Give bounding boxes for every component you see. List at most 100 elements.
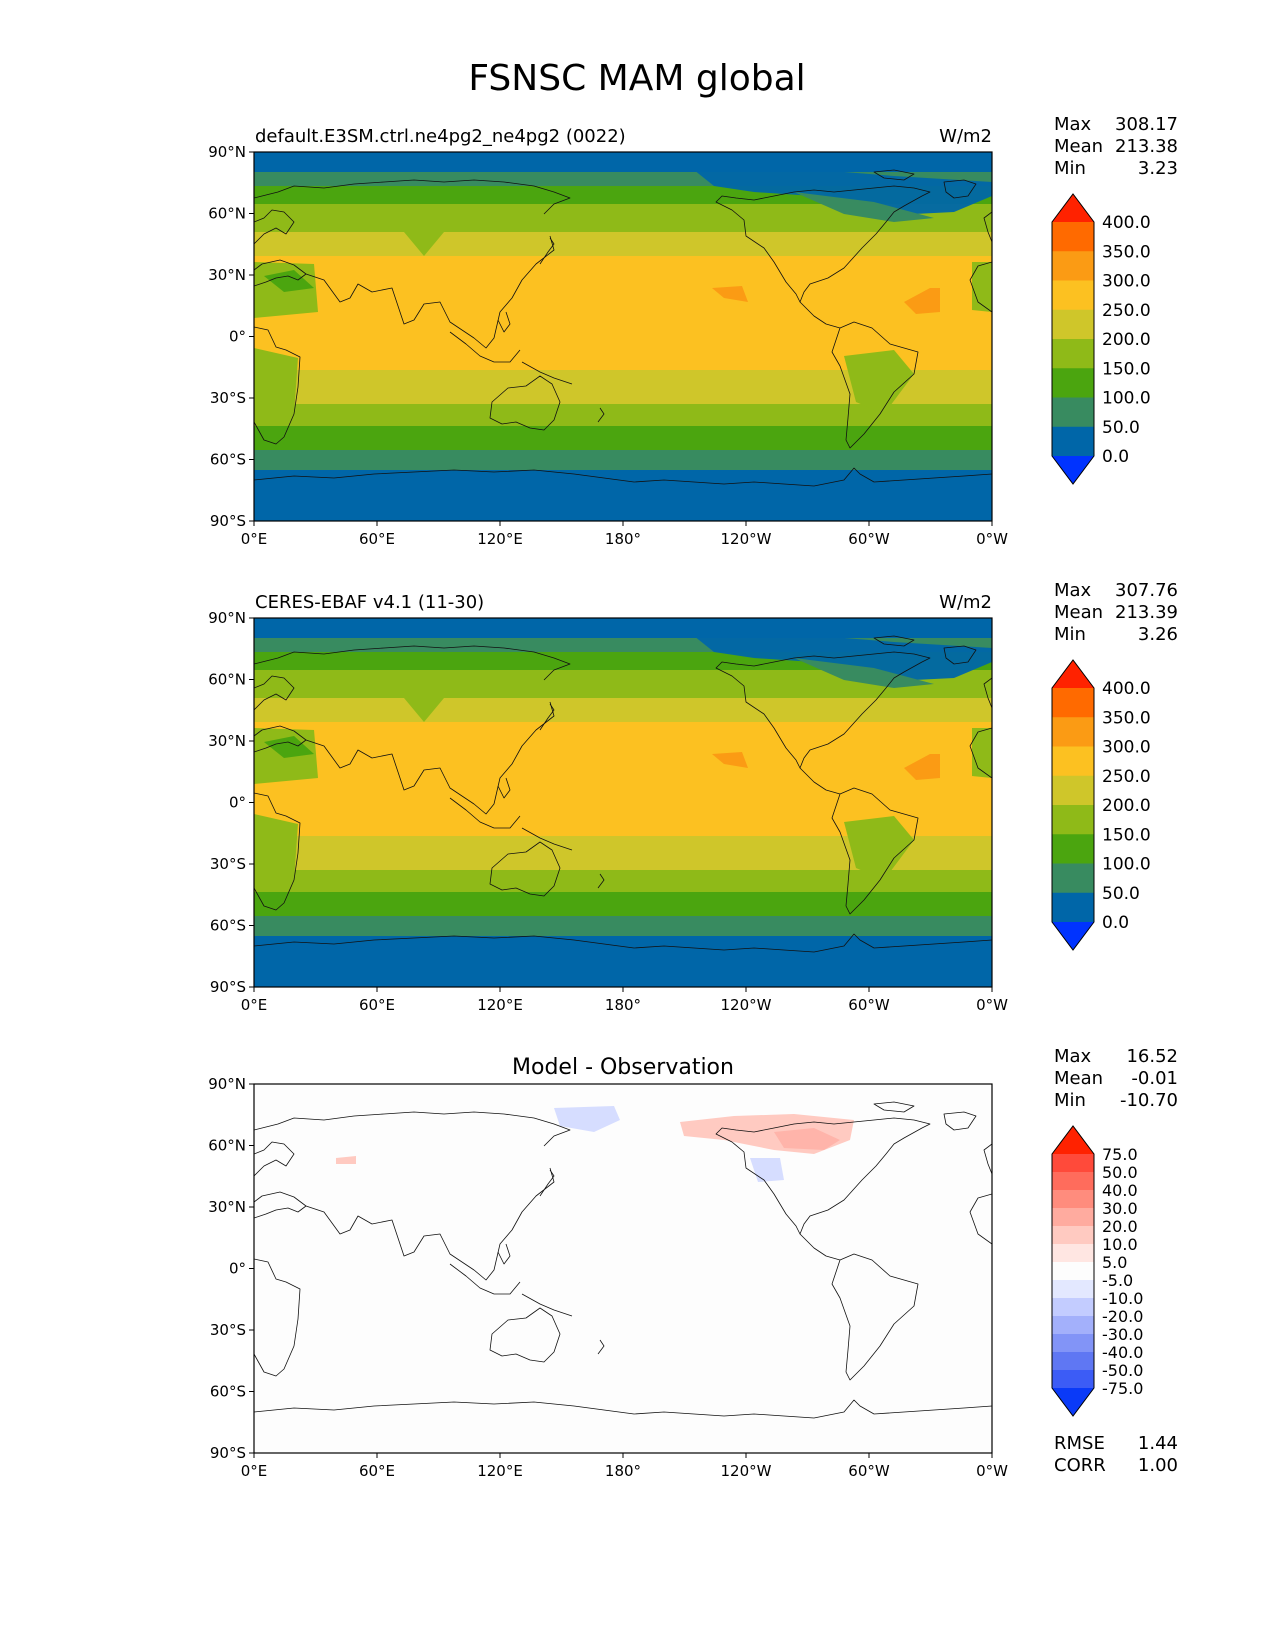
colorbar-segment [1052,1262,1094,1281]
colorbar-tick-label: 400.0 [1102,213,1151,233]
lon-tick-label: 60°E [359,996,395,1014]
stat-label: Min [1054,624,1086,645]
field-patch [712,752,748,768]
colorbar-tick-label: 100.0 [1102,389,1151,409]
lon-tick-label: 0°E [241,996,268,1014]
field-band [254,426,992,452]
colorbar-segment [1052,863,1094,894]
lat-tick-label: 60°S [210,451,246,469]
colorbar-outline [1051,193,1095,485]
field-patch [794,658,934,688]
colorbar-tick-label: 10.0 [1102,1235,1138,1254]
colorbar-segment [1052,834,1094,864]
colorbar-segment [1052,280,1094,311]
colorbar-tick-label: 350.0 [1102,242,1151,262]
field-patch [794,192,934,222]
metric-label: RMSE [1054,1433,1105,1454]
colorbar-tick-label: -20.0 [1102,1307,1143,1326]
colorbar-tick-label: 75.0 [1102,1145,1138,1164]
stat-label: Min [1054,1090,1086,1111]
lat-tick-label: 60°N [208,205,246,223]
panel-title: default.E3SM.ctrl.ne4pg2_ne4pg2 (0022) [255,126,626,147]
field-patch [904,754,940,780]
colorbar-tick-label: -10.0 [1102,1289,1143,1308]
lon-tick-label: 60°W [848,996,890,1014]
lat-tick-label: 90°S [210,978,246,996]
colorbar-segment [1052,892,1094,923]
field-band [254,1084,992,1453]
lon-tick-label: 60°W [848,1462,890,1480]
stat-value: 213.39 [1115,602,1178,623]
units-label: W/m2 [939,126,992,147]
colorbar-tick-label: -30.0 [1102,1325,1143,1344]
lat-tick-label: 90°N [208,143,246,161]
stat-value: -10.70 [1120,1090,1178,1111]
field-band [254,892,992,918]
lon-tick-label: 0°W [976,1462,1008,1480]
lon-tick-label: 120°E [477,1462,523,1480]
colorbar-extend-min [1052,922,1094,950]
lon-tick-label: 0°W [976,996,1008,1014]
field-band [254,232,992,258]
colorbar-segment [1052,1370,1094,1389]
lon-tick-label: 60°W [848,530,890,548]
colorbar-tick-label: -40.0 [1102,1343,1143,1362]
lon-tick-label: 0°E [241,1462,268,1480]
lon-tick-label: 60°E [359,530,395,548]
colorbar-tick-label: 200.0 [1102,796,1151,816]
stat-label: Mean [1054,602,1103,623]
field-patch [336,1156,356,1164]
colorbar-tick-label: 0.0 [1102,447,1129,467]
map-field [254,1084,992,1453]
colorbar-extend-max [1052,194,1094,222]
metric-value: 1.00 [1138,1455,1178,1476]
colorbar-segment [1052,1154,1094,1173]
lon-tick-label: 120°W [721,530,772,548]
map-field [254,152,992,521]
colorbar-tick-label: 150.0 [1102,825,1151,845]
field-patch [844,816,914,880]
field-patch [554,1106,620,1132]
field-patch [264,270,314,292]
colorbar-segment [1052,688,1094,718]
colorbar-segment [1052,309,1094,340]
stat-value: 308.17 [1115,114,1178,135]
lat-tick-label: 60°S [210,1383,246,1401]
field-patch [254,814,298,880]
field-band [254,450,992,472]
colorbar-extend-max [1052,660,1094,688]
field-band [254,936,992,987]
colorbar-tick-label: 50.0 [1102,1163,1138,1182]
colorbar-tick-label: 40.0 [1102,1181,1138,1200]
colorbar-segment [1052,717,1094,747]
field-band [254,404,992,428]
lat-tick-label: 30°N [208,732,246,750]
colorbar-segment [1052,1244,1094,1263]
colorbar-segment [1052,1298,1094,1317]
colorbar-tick-label: -50.0 [1102,1361,1143,1380]
field-band [254,870,992,894]
colorbar-segment [1052,222,1094,252]
colorbar-tick-label: 150.0 [1102,359,1151,379]
stat-label: Max [1054,580,1092,601]
colorbar-segment [1052,1316,1094,1335]
lat-tick-label: 0° [229,328,246,346]
colorbar-tick-label: 300.0 [1102,738,1151,758]
stat-label: Mean [1054,136,1103,157]
lon-tick-label: 180° [605,996,641,1014]
stat-value: 3.23 [1138,158,1178,179]
lon-tick-label: 60°E [359,1462,395,1480]
colorbar-extend-min [1052,1388,1094,1416]
field-patch [404,232,444,256]
lat-tick-label: 30°S [210,1321,246,1339]
lon-tick-label: 180° [605,530,641,548]
field-patch [844,350,914,414]
colorbar-outline [1051,659,1095,951]
colorbar-segment [1052,805,1094,835]
colorbar-segment [1052,1190,1094,1209]
colorbar-tick-label: 0.0 [1102,913,1129,933]
lat-tick-label: 60°S [210,917,246,935]
lat-tick-label: 30°S [210,855,246,873]
map-field [254,618,992,987]
colorbar-tick-label: 250.0 [1102,767,1151,787]
